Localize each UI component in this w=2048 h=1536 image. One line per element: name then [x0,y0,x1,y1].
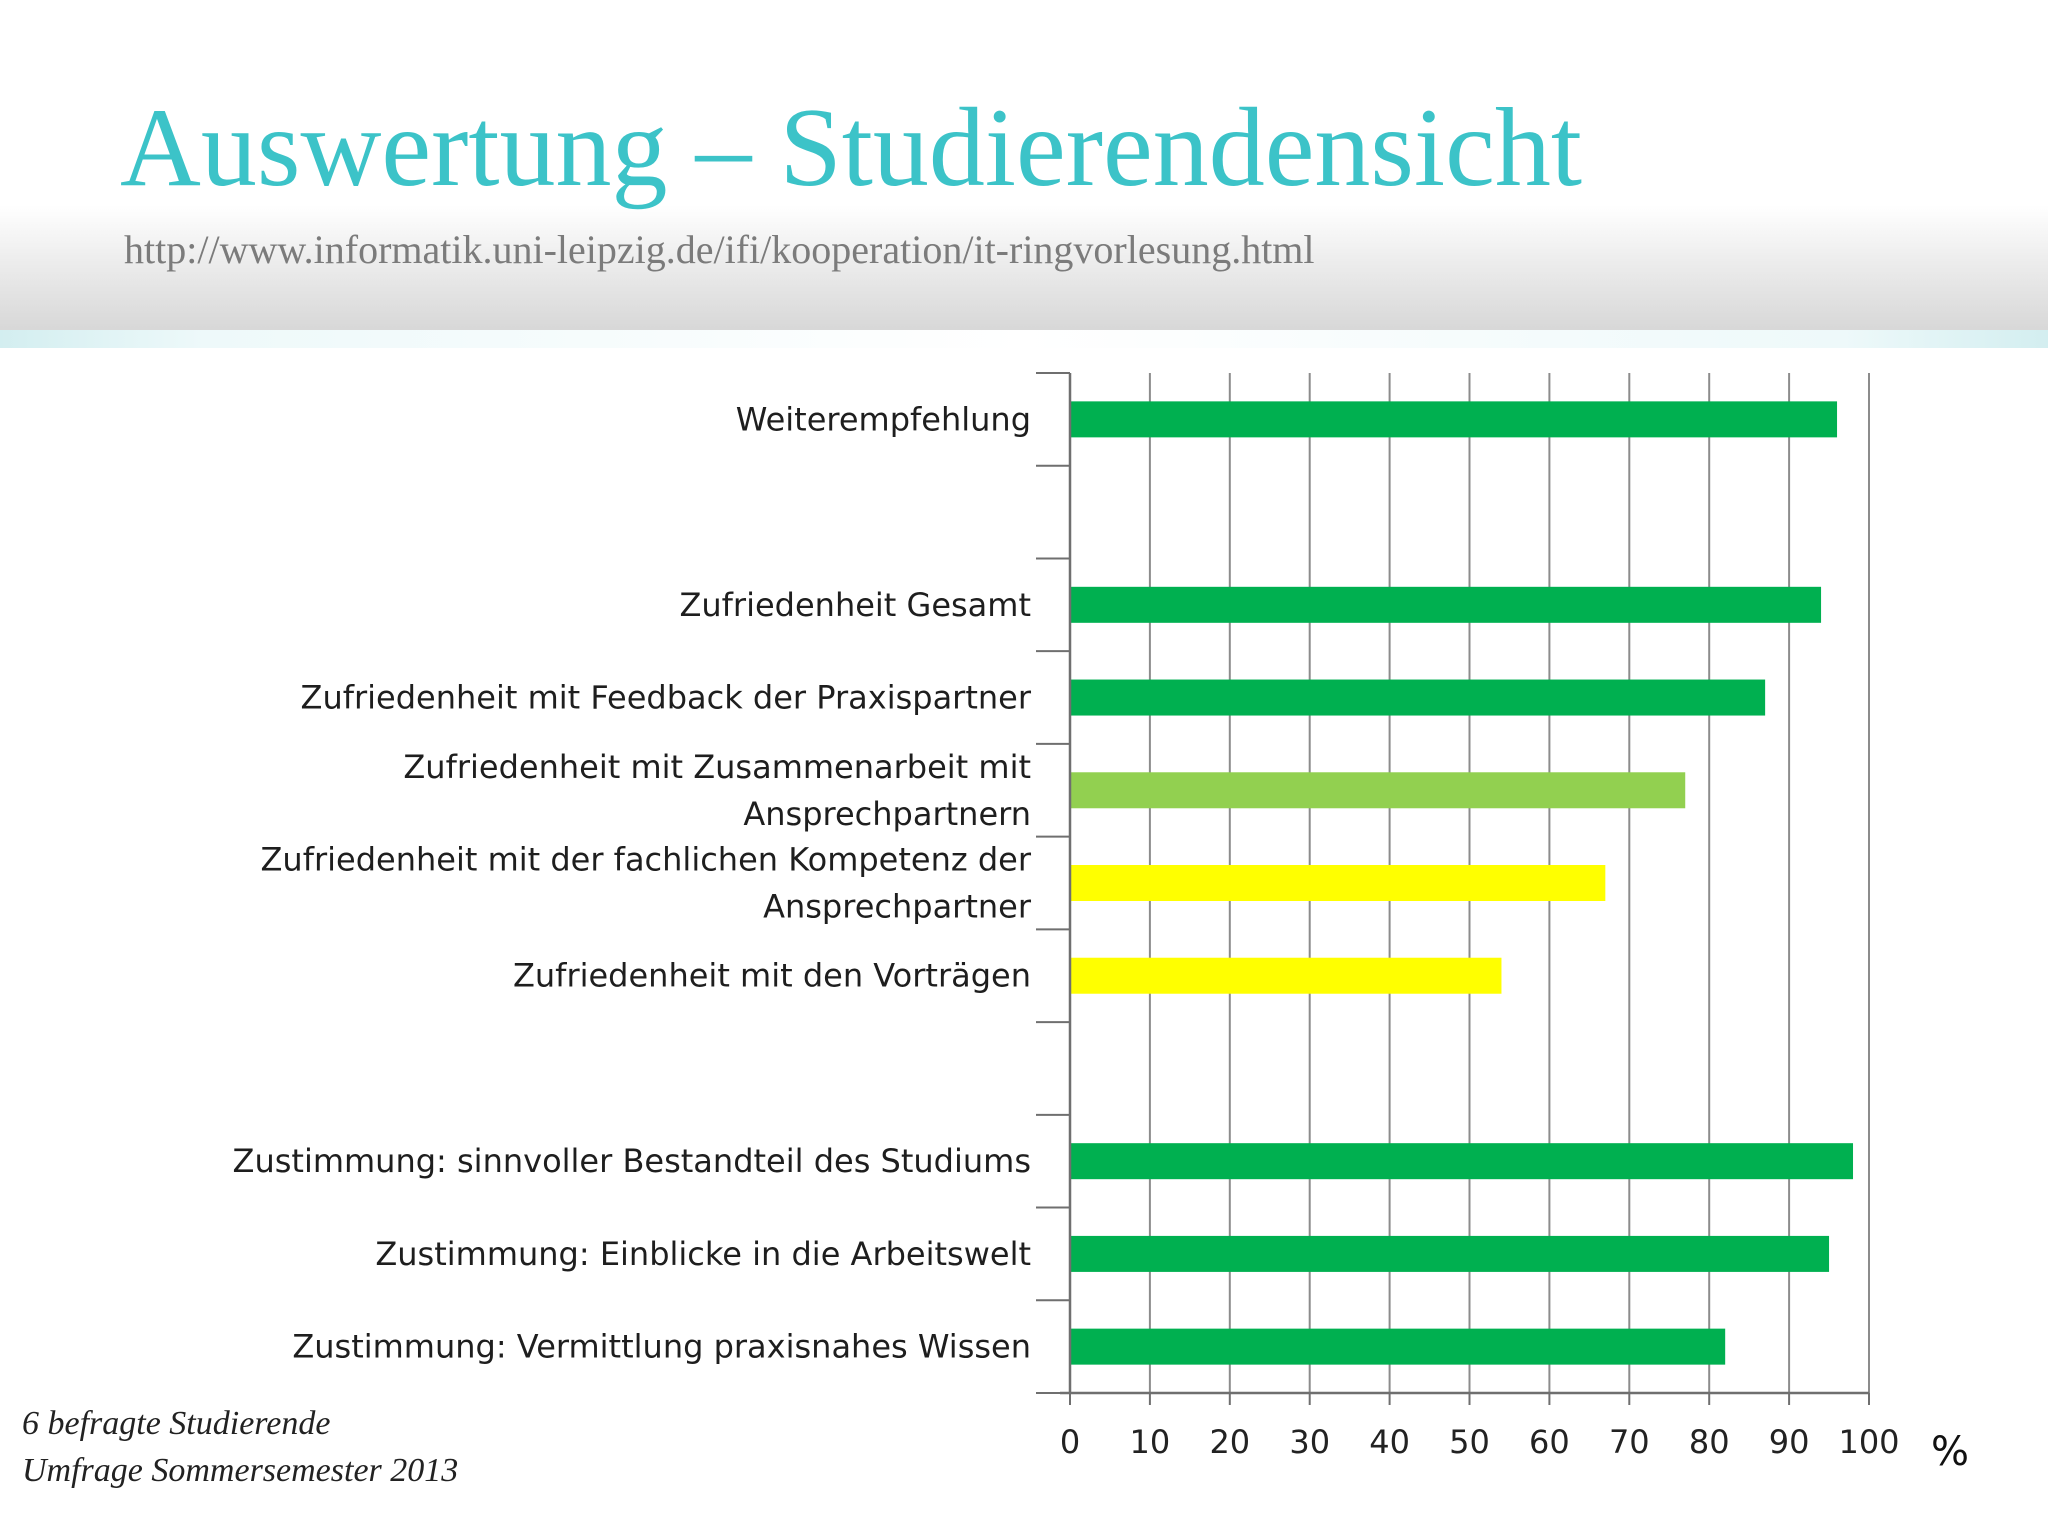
x-tick-label: 90 [1769,1423,1810,1461]
category-label: Zufriedenheit Gesamt [679,586,1031,624]
category-label: Zustimmung: sinnvoller Bestandteil des S… [233,1142,1031,1180]
bar [1070,957,1502,994]
slide-title: Auswertung – Studierendensicht [120,86,1582,210]
x-tick-label: 10 [1130,1423,1171,1461]
bar [1070,1328,1726,1365]
bar [1070,401,1838,438]
footnote-survey-period: Umfrage Sommersemester 2013 [22,1452,459,1489]
category-label: Zufriedenheit mit den Vorträgen [513,957,1031,995]
x-tick-label: 60 [1529,1423,1570,1461]
header-accent-line [0,330,2048,348]
category-label: Zufriedenheit mit der fachlichen Kompete… [261,841,1032,879]
category-label: Zufriedenheit mit Zusammenarbeit mit [403,748,1031,786]
source-url: http://www.informatik.uni-leipzig.de/ifi… [124,227,1315,272]
footnote-respondents: 6 befragte Studierende [22,1405,331,1442]
category-label: Weiterempfehlung [736,400,1031,438]
x-tick-label: 100 [1838,1423,1899,1461]
x-axis-unit-label: % [1931,1429,1969,1475]
category-label: Zufriedenheit mit Feedback der Praxispar… [301,679,1032,717]
bar [1070,586,1822,623]
category-label: Zustimmung: Vermittlung praxisnahes Wiss… [292,1328,1031,1366]
x-tick-label: 0 [1060,1423,1080,1461]
x-tick-label: 40 [1369,1423,1410,1461]
bar [1070,1235,1830,1272]
x-tick-label: 80 [1689,1423,1730,1461]
category-label: Ansprechpartner [763,888,1032,926]
header-band [0,205,2048,335]
bar [1070,1143,1854,1180]
bar [1070,679,1766,716]
x-tick-label: 50 [1449,1423,1490,1461]
category-label: Zustimmung: Einblicke in die Arbeitswelt [375,1235,1031,1273]
x-tick-label: 30 [1289,1423,1330,1461]
bar [1070,865,1606,901]
x-tick-label: 20 [1209,1423,1250,1461]
category-label: Ansprechpartnern [743,795,1031,833]
bar [1070,772,1686,809]
x-tick-label: 70 [1609,1423,1650,1461]
